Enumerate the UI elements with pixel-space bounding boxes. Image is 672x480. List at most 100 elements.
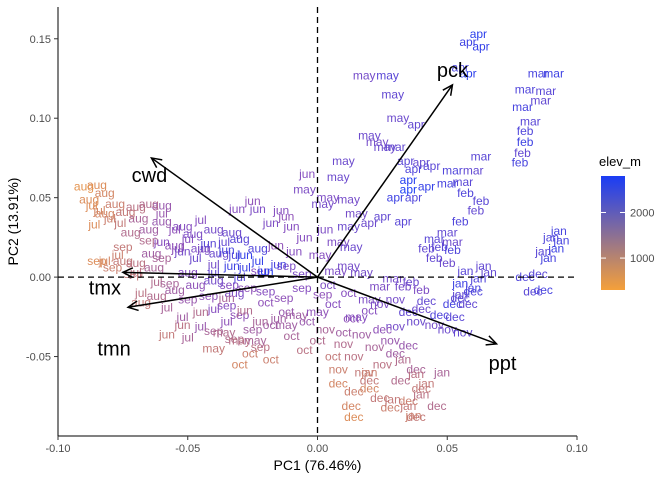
score-point-134: jul	[196, 242, 209, 256]
score-point-108: feb	[413, 283, 430, 297]
score-point-19: feb	[512, 156, 529, 170]
score-point-58: jun	[244, 194, 261, 208]
score-point-148: aug	[173, 219, 193, 233]
score-point-68: jun	[285, 245, 302, 259]
score-point-41: apr	[418, 180, 435, 194]
score-point-236: nov	[380, 334, 399, 348]
score-point-98: dec	[430, 308, 449, 322]
score-point-190: jul	[160, 300, 173, 314]
score-point-189: jul	[134, 286, 147, 300]
score-point-182: jul	[103, 211, 116, 225]
score-point-61: jun	[272, 203, 289, 217]
score-point-205: sep	[217, 299, 237, 313]
score-point-101: nov	[453, 326, 472, 340]
score-point-157: aug	[209, 246, 229, 260]
score-point-204: sep	[199, 289, 219, 303]
score-point-171: aug	[87, 178, 107, 192]
score-point-133: jul	[227, 248, 240, 262]
score-point-94: dec	[464, 284, 483, 298]
score-point-92: dec	[534, 283, 553, 297]
score-point-213: jun	[200, 237, 217, 251]
score-point-89: jan	[539, 251, 556, 265]
score-point-248: dec	[406, 362, 425, 376]
loading-arrowhead-ppt	[485, 335, 499, 346]
score-point-217: jun	[223, 259, 240, 273]
score-point-106: feb	[403, 275, 420, 289]
score-point-159: aug	[248, 242, 268, 256]
score-point-17: feb	[517, 135, 534, 149]
score-point-259: jan	[433, 365, 450, 379]
score-point-168: aug	[165, 283, 185, 297]
score-point-57: jun	[298, 167, 315, 181]
score-point-230: oct	[263, 353, 280, 367]
score-point-85: jan	[542, 230, 559, 244]
legend-title: elev_m	[599, 154, 641, 169]
score-point-59: jun	[228, 202, 245, 216]
score-point-52: may	[345, 207, 368, 221]
score-point-97: dec	[458, 297, 477, 311]
score-point-51: may	[337, 192, 360, 206]
score-point-263: jan	[407, 367, 424, 381]
score-point-196: sep	[87, 254, 107, 268]
score-point-271: jun	[174, 318, 191, 332]
score-point-264: jan	[417, 377, 434, 391]
score-point-35: feb	[457, 186, 474, 200]
score-point-8: may	[353, 68, 376, 82]
score-point-183: jul	[87, 218, 100, 232]
score-point-15: mar	[520, 114, 541, 128]
y-tick-label-3: 0.10	[30, 113, 51, 125]
loading-label-ppt: ppt	[489, 353, 517, 375]
score-point-181: jul	[93, 203, 106, 217]
score-point-138: jul	[189, 251, 202, 265]
score-point-194: jul	[207, 302, 220, 316]
score-point-249: dec	[342, 399, 361, 413]
score-point-16: feb	[517, 124, 534, 138]
score-point-18: feb	[514, 146, 531, 160]
score-point-273: may	[228, 334, 251, 348]
score-point-128: sep	[251, 264, 271, 278]
score-point-240: dec	[373, 323, 392, 337]
score-point-228: oct	[242, 346, 259, 360]
score-point-275: may	[213, 326, 236, 340]
score-point-27: apr	[413, 156, 430, 170]
score-point-28: apr	[405, 162, 422, 176]
score-point-110: mar	[369, 280, 390, 294]
score-point-123: sep	[256, 284, 276, 298]
score-point-75: feb	[426, 251, 443, 265]
score-point-246: dec	[370, 391, 389, 405]
score-point-253: dec	[412, 381, 431, 395]
score-point-178: aug	[126, 200, 146, 214]
score-point-239: nov	[373, 358, 392, 372]
score-point-203: sep	[178, 292, 198, 306]
score-point-156: aug	[191, 242, 211, 256]
score-point-48: may	[293, 183, 316, 197]
score-point-74: feb	[444, 243, 461, 257]
score-point-266: jun	[218, 291, 235, 305]
score-point-72: feb	[431, 240, 448, 254]
score-point-274: may	[244, 334, 267, 348]
score-point-100: nov	[438, 323, 457, 337]
score-point-262: jan	[394, 353, 411, 367]
score-point-218: jun	[270, 257, 287, 271]
score-point-56: may	[309, 248, 332, 262]
score-point-162: aug	[126, 256, 146, 270]
score-point-120: sep	[313, 288, 333, 302]
score-point-91: dec	[515, 270, 534, 284]
loading-arrowhead-pck	[442, 83, 454, 96]
score-point-79: jan	[480, 265, 497, 279]
score-point-117: oct	[325, 297, 342, 311]
score-point-267: jun	[236, 303, 253, 317]
score-point-223: oct	[284, 329, 301, 343]
score-point-126: sep	[277, 259, 297, 273]
score-point-99: dec	[445, 310, 464, 324]
score-point-121: sep	[292, 281, 312, 295]
score-point-245: dec	[329, 377, 348, 391]
loading-vector-tmx	[122, 271, 318, 278]
score-point-258: jan	[412, 388, 429, 402]
score-point-265: jan	[405, 408, 422, 422]
score-point-270: jun	[192, 305, 209, 319]
score-point-87: jan	[547, 242, 564, 256]
score-point-63: jun	[262, 216, 279, 230]
